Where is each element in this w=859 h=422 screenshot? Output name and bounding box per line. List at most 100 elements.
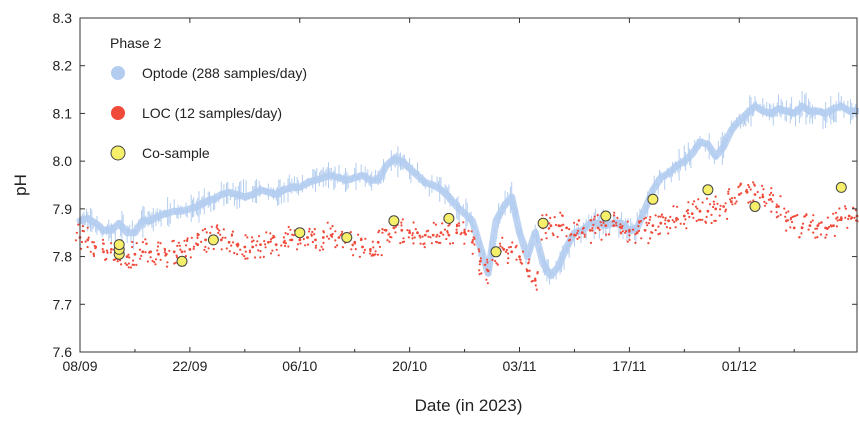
loc-sample — [515, 245, 517, 247]
loc-sample — [408, 236, 410, 238]
loc-sample — [402, 241, 404, 243]
loc-sample — [387, 234, 389, 236]
legend-item-loc: LOC (12 samples/day) — [111, 105, 282, 121]
loc-point — [581, 231, 584, 234]
loc-sample — [770, 187, 772, 189]
loc-point — [314, 239, 317, 242]
loc-sample — [178, 242, 180, 244]
loc-sample — [157, 241, 159, 243]
loc-point — [251, 246, 254, 249]
loc-sample — [229, 250, 231, 252]
loc-sample — [315, 247, 317, 249]
loc-sample — [850, 218, 852, 220]
loc-sample — [236, 253, 238, 255]
loc-sample — [590, 242, 592, 244]
loc-sample — [151, 260, 153, 262]
loc-sample — [202, 229, 204, 231]
loc-sample — [787, 219, 789, 221]
loc-point — [761, 196, 764, 199]
loc-sample — [621, 225, 623, 227]
loc-sample — [160, 242, 162, 244]
loc-sample — [519, 258, 521, 260]
loc-sample — [132, 260, 134, 262]
loc-point — [848, 215, 851, 218]
loc-sample — [853, 217, 855, 219]
x-tick-label: 03/11 — [503, 358, 537, 374]
loc-sample — [740, 192, 742, 194]
loc-point — [275, 243, 278, 246]
loc-sample — [666, 226, 668, 228]
loc-sample — [200, 241, 202, 243]
loc-sample — [458, 222, 460, 224]
loc-sample — [131, 241, 133, 243]
loc-sample — [749, 201, 751, 203]
loc-sample — [573, 222, 575, 224]
loc-sample — [102, 239, 104, 241]
loc-sample — [805, 214, 807, 216]
loc-point — [510, 250, 513, 253]
loc-sample — [164, 248, 166, 250]
loc-sample — [252, 240, 254, 242]
loc-sample — [269, 232, 271, 234]
legend-marker-loc — [111, 106, 125, 120]
loc-sample — [799, 236, 801, 238]
loc-sample — [692, 203, 694, 205]
loc-sample — [645, 217, 647, 219]
loc-sample — [561, 229, 563, 231]
loc-sample — [840, 219, 842, 221]
loc-point — [550, 224, 553, 227]
loc-sample — [246, 236, 248, 238]
y-tick-label: 7.8 — [53, 249, 73, 265]
loc-sample — [198, 234, 200, 236]
loc-sample — [676, 206, 678, 208]
loc-sample — [495, 262, 497, 264]
loc-sample — [257, 249, 259, 251]
loc-point — [730, 200, 733, 203]
loc-sample — [128, 262, 130, 264]
loc-sample — [381, 254, 383, 256]
loc-sample — [146, 243, 148, 245]
loc-sample — [364, 238, 366, 240]
loc-sample — [727, 193, 729, 195]
x-tick-label: 17/11 — [612, 358, 646, 374]
loc-sample — [217, 232, 219, 234]
loc-sample — [521, 263, 523, 265]
loc-point — [722, 205, 725, 208]
loc-sample — [369, 250, 371, 252]
loc-sample — [584, 234, 586, 236]
loc-sample — [326, 235, 328, 237]
loc-sample — [341, 231, 343, 233]
loc-sample — [299, 239, 301, 241]
loc-sample — [357, 234, 359, 236]
loc-sample — [363, 252, 365, 254]
loc-sample — [259, 256, 261, 258]
loc-sample — [726, 218, 728, 220]
loc-sample — [280, 244, 282, 246]
loc-sample — [600, 224, 602, 226]
loc-sample — [776, 204, 778, 206]
loc-sample — [783, 208, 785, 210]
loc-sample — [675, 226, 677, 228]
co-sample-point — [491, 247, 501, 257]
loc-sample — [648, 222, 650, 224]
loc-sample — [155, 258, 157, 260]
loc-sample — [770, 211, 772, 213]
loc-sample — [706, 216, 708, 218]
loc-sample — [427, 236, 429, 238]
loc-sample — [616, 217, 618, 219]
loc-sample — [794, 215, 796, 217]
loc-sample — [77, 224, 79, 226]
loc-sample — [821, 221, 823, 223]
loc-sample — [128, 266, 130, 268]
loc-point — [102, 250, 105, 253]
loc-sample — [270, 241, 272, 243]
loc-sample — [684, 218, 686, 220]
loc-sample — [241, 253, 243, 255]
loc-sample — [479, 263, 481, 265]
loc-sample — [485, 279, 487, 281]
loc-sample — [651, 232, 653, 234]
loc-sample — [124, 262, 126, 264]
loc-sample — [777, 215, 779, 217]
loc-point — [440, 231, 443, 234]
